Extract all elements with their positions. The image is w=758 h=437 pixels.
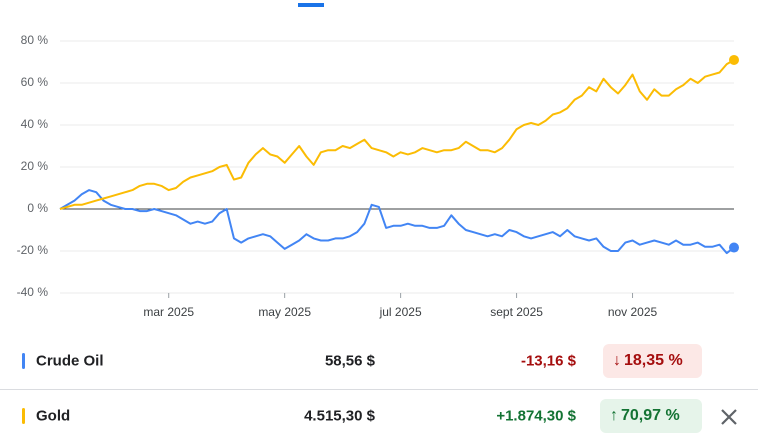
- y-tick-label: 20 %: [21, 159, 49, 173]
- change: -13,16 $: [520, 352, 576, 370]
- price: 4.515,30 $: [304, 407, 375, 425]
- x-tick-label: jul 2025: [379, 305, 422, 319]
- chart: -40 % -20 % 0 % 20 % 40 % 60 % 80 % mar 2025 may…: [17, 3, 739, 319]
- x-tick-label: may 2025: [258, 305, 311, 319]
- percent: 70,97 %: [621, 407, 680, 424]
- arrow-icon: ↓: [613, 352, 621, 369]
- price: 58,56 $: [324, 352, 375, 370]
- legend-entry: Gold: [36, 407, 71, 425]
- arrow-icon: ↑: [610, 407, 618, 424]
- y-tick-label: 60 %: [21, 75, 49, 89]
- y-tick-label: -20 %: [17, 243, 49, 257]
- remove-button[interactable]: [720, 408, 738, 426]
- x-tick-label: mar 2025: [143, 305, 194, 319]
- percent-pill: ↓ 18,35 %: [603, 344, 702, 378]
- legend-entry: Crude Oil: [36, 352, 104, 370]
- y-tick-label: 80 %: [21, 33, 49, 47]
- end-dot: [729, 242, 739, 253]
- comparison-row[interactable]: Crude Oil 58,56 $ -13,16 $ ↓ 18,35 %: [0, 339, 758, 383]
- series-line: [59, 189, 735, 255]
- comparison-row[interactable]: Gold 4.515,30 $ +1.874,30 $ ↑ 70,97 %: [0, 394, 758, 437]
- x-tick-label: sept 2025: [490, 305, 543, 319]
- y-tick-label: 0 %: [27, 201, 48, 215]
- series-line: [59, 59, 735, 210]
- divider: [0, 389, 758, 390]
- y-tick-label: 40 %: [21, 117, 49, 131]
- percent-pill: ↑ 70,97 %: [600, 399, 702, 433]
- legend-swatch: [22, 408, 25, 424]
- y-tick-label: -40 %: [17, 285, 49, 299]
- percent: 18,35 %: [624, 352, 683, 369]
- tab-indicator: [298, 3, 324, 7]
- end-dot: [729, 54, 739, 65]
- x-tick-label: nov 2025: [608, 305, 658, 319]
- change: +1.874,30 $: [496, 407, 576, 425]
- legend-swatch: [22, 353, 25, 369]
